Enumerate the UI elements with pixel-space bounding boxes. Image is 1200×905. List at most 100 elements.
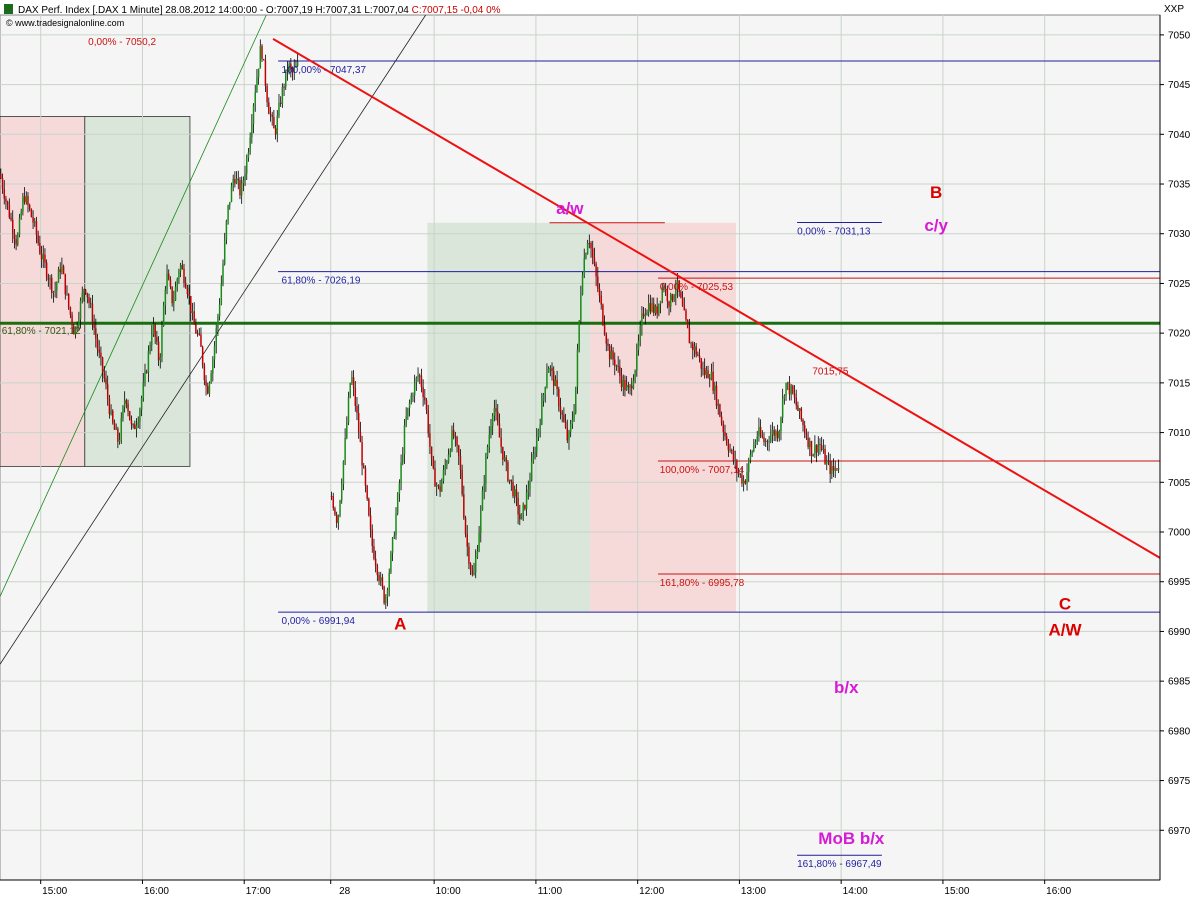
candle-body [786,382,789,384]
candle-body [529,480,531,490]
candle-body [407,407,409,417]
candle-body [803,425,806,434]
candle-body [736,460,738,472]
candle-body [686,319,689,329]
candle-body [486,446,489,457]
zone-red-left [0,116,86,467]
candle-body [212,359,214,374]
candle-body [230,185,233,202]
y-tick-label: 6985 [1168,677,1191,688]
y-tick-label: 7005 [1168,478,1191,489]
candle-body [583,258,585,276]
candle-body [683,305,686,311]
candle-body [22,196,24,212]
candle-body [510,479,513,483]
candle-body [619,366,621,376]
candle-body [134,424,136,429]
candle-body [524,504,526,509]
candle-body [3,188,5,199]
candle-body [69,307,72,315]
candle-body [603,324,606,335]
candle-body [515,489,518,498]
candle-body [152,324,155,335]
candle-body [491,415,494,427]
candle-body [761,435,764,438]
fib-label: 61,80% - 7021,12 [2,326,81,337]
candle-body [768,441,770,443]
candle-body [659,301,662,304]
candle-body [563,414,565,422]
candle-body [266,85,268,103]
candle-body [393,535,396,538]
fib-label: 100,00% - 7007,14 [660,465,745,476]
candle-body [692,343,694,351]
candle-body [154,324,156,337]
candle-body [59,269,61,273]
candle-body [546,372,548,388]
candle-body [527,489,530,493]
candle-body [273,116,275,129]
candle-body [34,221,36,223]
candle-body [669,294,672,307]
candle-body [223,239,226,264]
candle-body [122,406,124,419]
candle-body [464,517,467,535]
candle-body [93,323,95,329]
candle-body [513,489,516,497]
candle-body [334,508,336,515]
candle-body [91,303,94,324]
candle-body [715,385,718,406]
candle-body [390,552,392,573]
x-tick-label: 11:00 [538,886,563,897]
candle-body [205,380,207,387]
candle-body [81,292,84,301]
candle-body [625,385,628,391]
candle-body [537,429,540,437]
candle-body [179,265,182,272]
candle-body [128,411,131,421]
candle-body [340,484,343,501]
candle-body [0,174,2,178]
candle-body [644,314,647,317]
candle-body [169,279,172,287]
candle-body [727,443,730,451]
candle-body [220,283,223,305]
candle-body [435,485,438,487]
candle-body [196,333,199,335]
candle-body [385,596,387,604]
candle-body [359,431,362,443]
candle-body [454,436,457,438]
candle-body [271,114,273,117]
candle-body [707,370,709,379]
candle-body [49,277,51,280]
candle-body [832,465,835,471]
candle-body [357,412,360,432]
candle-body [117,428,119,442]
candle-body [641,313,643,326]
candle-body [156,336,158,342]
candle-body [602,304,604,325]
candle-body [96,338,99,350]
candle-body [485,456,487,485]
candle-body [734,460,736,462]
candle-body [335,514,338,523]
candle-body [805,433,808,438]
candle-body [232,179,234,186]
candle-body [415,377,418,383]
candle-body [549,367,552,369]
candle-body [615,365,618,367]
candle-body [151,334,153,345]
candle-body [178,271,180,279]
candle-body [379,577,382,581]
candle-body [790,385,792,395]
candle-body [262,58,265,61]
candle-body [575,386,577,413]
candle-body [591,248,594,258]
candle-body [140,397,143,410]
title-text: DAX Perf. Index [.DAX 1 Minute] 28.08.20… [18,5,412,16]
candle-body [191,311,194,313]
wave-label: C [1059,595,1071,614]
candle-body [561,412,563,415]
candle-body [288,63,290,72]
